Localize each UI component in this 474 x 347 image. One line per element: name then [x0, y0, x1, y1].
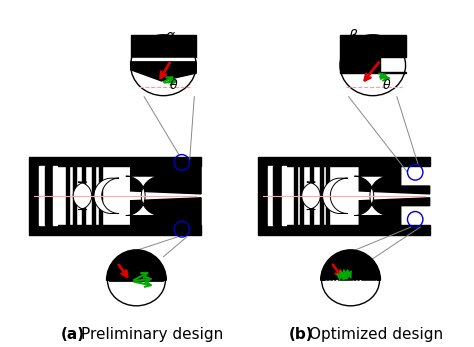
- Polygon shape: [359, 166, 429, 194]
- Bar: [327, 166, 329, 225]
- Ellipse shape: [340, 35, 406, 96]
- Bar: [39, 166, 45, 225]
- Bar: [29, 156, 201, 166]
- Bar: [273, 166, 282, 225]
- Ellipse shape: [108, 255, 165, 306]
- Bar: [29, 225, 201, 235]
- Text: $\alpha$: $\alpha$: [165, 29, 176, 43]
- Bar: [73, 166, 76, 225]
- Ellipse shape: [322, 255, 380, 306]
- Polygon shape: [94, 178, 119, 213]
- Bar: [258, 156, 429, 166]
- Bar: [268, 166, 273, 225]
- Polygon shape: [131, 62, 196, 81]
- Bar: [310, 166, 313, 225]
- Bar: [82, 166, 85, 225]
- Bar: [45, 166, 54, 225]
- Bar: [54, 166, 57, 225]
- Bar: [258, 166, 268, 225]
- Bar: [99, 166, 102, 225]
- Text: Optimized design: Optimized design: [309, 328, 443, 342]
- Polygon shape: [340, 57, 406, 73]
- Ellipse shape: [131, 35, 196, 96]
- Text: Preliminary design: Preliminary design: [82, 328, 224, 342]
- Bar: [131, 35, 196, 58]
- Polygon shape: [302, 182, 320, 210]
- Text: $\theta$: $\theta$: [169, 78, 179, 92]
- Polygon shape: [131, 198, 201, 225]
- Polygon shape: [126, 176, 161, 215]
- Text: $\theta$: $\theta$: [383, 78, 392, 92]
- Text: (a): (a): [61, 328, 85, 342]
- Bar: [131, 58, 196, 62]
- Bar: [282, 166, 286, 225]
- Bar: [258, 156, 429, 235]
- Bar: [301, 166, 303, 225]
- Polygon shape: [73, 182, 91, 210]
- Text: (b): (b): [289, 328, 313, 342]
- Bar: [29, 156, 201, 235]
- Bar: [92, 166, 95, 225]
- Bar: [340, 35, 406, 57]
- Bar: [319, 166, 323, 225]
- Wedge shape: [107, 250, 166, 280]
- Bar: [294, 166, 297, 225]
- Polygon shape: [359, 198, 429, 225]
- Wedge shape: [321, 250, 381, 280]
- Polygon shape: [131, 166, 201, 194]
- Text: $\beta$: $\beta$: [348, 27, 358, 45]
- Bar: [258, 225, 429, 235]
- Bar: [29, 166, 39, 225]
- Bar: [66, 166, 69, 225]
- Polygon shape: [323, 178, 348, 213]
- Polygon shape: [355, 176, 389, 215]
